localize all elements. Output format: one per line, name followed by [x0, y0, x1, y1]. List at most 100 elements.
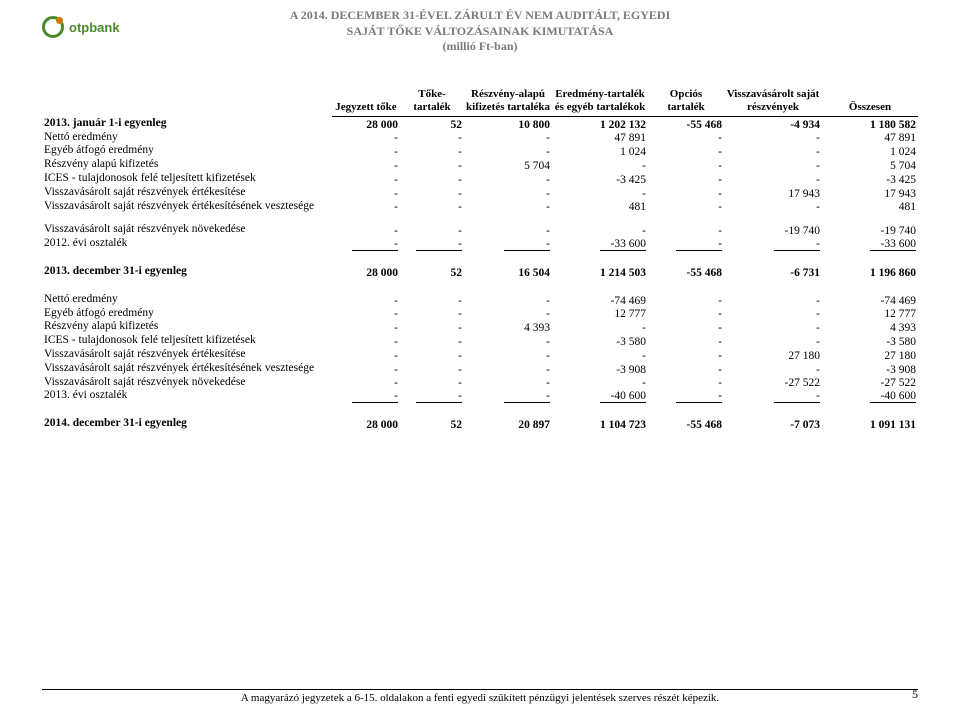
cell-value: -19 740 — [822, 223, 918, 237]
col-header: Részvény-alapú kifizetés tartaléka — [464, 88, 552, 117]
table-row: Részvény alapú kifizetés--4 393---4 393 — [42, 320, 918, 334]
cell-value: 1 024 — [822, 144, 918, 158]
cell-value: -33 600 — [552, 237, 648, 251]
cell-value: - — [332, 362, 400, 376]
cell-value: 5 704 — [464, 158, 552, 172]
table-row: 2013. december 31-i egyenleg28 0005216 5… — [42, 265, 918, 279]
cell-value: - — [464, 237, 552, 251]
cell-value: - — [648, 389, 724, 403]
gap-row — [42, 403, 918, 417]
row-label: 2014. december 31-i egyenleg — [42, 417, 332, 431]
cell-value: - — [648, 223, 724, 237]
table-row: Egyéb átfogó eredmény---1 024--1 024 — [42, 144, 918, 158]
cell-value: - — [552, 223, 648, 237]
cell-value: - — [400, 320, 464, 334]
cell-value: -7 073 — [724, 417, 822, 431]
cell-value: -40 600 — [552, 389, 648, 403]
cell-value: -3 908 — [552, 362, 648, 376]
footer-note: A magyarázó jegyzetek a 6-15. oldalakon … — [42, 692, 918, 704]
cell-value: 47 891 — [552, 131, 648, 145]
cell-value: -4 934 — [724, 117, 822, 131]
cell-value: 1 180 582 — [822, 117, 918, 131]
cell-value: -40 600 — [822, 389, 918, 403]
cell-value: - — [724, 307, 822, 321]
cell-value: 28 000 — [332, 117, 400, 131]
cell-value: -27 522 — [822, 376, 918, 390]
col-header: Opciós tartalék — [648, 88, 724, 117]
cell-value: - — [400, 186, 464, 200]
cell-value: - — [400, 348, 464, 362]
table-row: Visszavásárolt saját részvények növekedé… — [42, 376, 918, 390]
cell-value: - — [724, 131, 822, 145]
cell-value: 1 196 860 — [822, 265, 918, 279]
cell-value: - — [724, 362, 822, 376]
cell-value: - — [332, 376, 400, 390]
table-row: Visszavásárolt saját részvények értékesí… — [42, 348, 918, 362]
cell-value: - — [464, 362, 552, 376]
cell-value: -74 469 — [552, 293, 648, 307]
cell-value: 17 943 — [822, 186, 918, 200]
row-label: Egyéb átfogó eredmény — [42, 307, 332, 321]
row-label: Részvény alapú kifizetés — [42, 320, 332, 334]
cell-value: - — [332, 172, 400, 186]
cell-value: 1 091 131 — [822, 417, 918, 431]
cell-value: - — [724, 172, 822, 186]
cell-value: -55 468 — [648, 265, 724, 279]
cell-value: - — [400, 158, 464, 172]
gap-row — [42, 279, 918, 293]
cell-value: - — [400, 389, 464, 403]
cell-value: - — [648, 172, 724, 186]
row-label: Visszavásárolt saját részvények növekedé… — [42, 223, 332, 237]
cell-value: - — [724, 334, 822, 348]
cell-value: -55 468 — [648, 417, 724, 431]
header-line-3: (millió Ft-ban) — [0, 39, 960, 55]
document-header: A 2014. DECEMBER 31-ÉVEL ZÁRULT ÉV NEM A… — [0, 0, 960, 59]
cell-value: 481 — [552, 200, 648, 214]
cell-value: - — [648, 293, 724, 307]
header-line-2: SAJÁT TŐKE VÁLTOZÁSAINAK KIMUTATÁSA — [0, 24, 960, 40]
cell-value: 28 000 — [332, 265, 400, 279]
table-row: Visszavásárolt saját részvények értékesí… — [42, 186, 918, 200]
cell-value: - — [648, 320, 724, 334]
cell-value: 5 704 — [822, 158, 918, 172]
row-label: Nettó eredmény — [42, 293, 332, 307]
col-header: Visszavásárolt saját részvények — [724, 88, 822, 117]
cell-value: - — [648, 186, 724, 200]
col-header: Összesen — [822, 88, 918, 117]
cell-value: -33 600 — [822, 237, 918, 251]
table-row: Nettó eredmény---47 891--47 891 — [42, 131, 918, 145]
cell-value: 16 504 — [464, 265, 552, 279]
cell-value: - — [332, 131, 400, 145]
cell-value: 12 777 — [822, 307, 918, 321]
table-row: Visszavásárolt saját részvények növekedé… — [42, 223, 918, 237]
cell-value: - — [400, 293, 464, 307]
col-header: Eredmény-tartalék és egyéb tartalékok — [552, 88, 648, 117]
table-row: Egyéb átfogó eredmény---12 777--12 777 — [42, 307, 918, 321]
cell-value: - — [332, 293, 400, 307]
cell-value: - — [552, 158, 648, 172]
cell-value: - — [648, 200, 724, 214]
cell-value: - — [648, 334, 724, 348]
cell-value: 52 — [400, 265, 464, 279]
cell-value: - — [648, 158, 724, 172]
header-line-1: A 2014. DECEMBER 31-ÉVEL ZÁRULT ÉV NEM A… — [0, 8, 960, 24]
cell-value: -3 580 — [552, 334, 648, 348]
cell-value: -6 731 — [724, 265, 822, 279]
cell-value: - — [724, 389, 822, 403]
cell-value: - — [648, 362, 724, 376]
cell-value: - — [724, 200, 822, 214]
cell-value: - — [648, 131, 724, 145]
cell-value: - — [332, 144, 400, 158]
cell-value: - — [724, 293, 822, 307]
cell-value: - — [464, 200, 552, 214]
row-label: Visszavásárolt saját részvények értékesí… — [42, 362, 332, 376]
cell-value: 27 180 — [724, 348, 822, 362]
table-row: Részvény alapú kifizetés--5 704---5 704 — [42, 158, 918, 172]
cell-value: - — [648, 144, 724, 158]
cell-value: -27 522 — [724, 376, 822, 390]
row-label: 2013. december 31-i egyenleg — [42, 265, 332, 279]
row-label: Visszavásárolt saját részvények értékesí… — [42, 200, 332, 214]
cell-value: - — [552, 186, 648, 200]
cell-value: - — [332, 200, 400, 214]
table-row: Visszavásárolt saját részvények értékesí… — [42, 362, 918, 376]
